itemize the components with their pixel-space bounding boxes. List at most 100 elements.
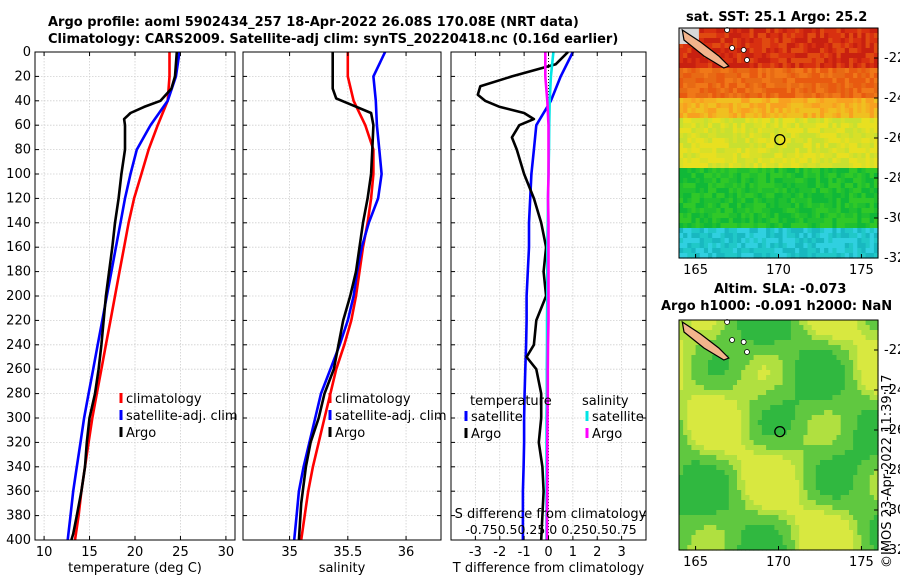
map-cell xyxy=(807,188,813,194)
map-cell xyxy=(857,380,862,386)
map-cell xyxy=(853,395,858,401)
map-cell xyxy=(757,143,763,149)
map-cell xyxy=(865,183,871,189)
map-cell xyxy=(795,228,800,234)
map-cell xyxy=(786,525,792,531)
map-cell xyxy=(724,123,730,129)
map-cell xyxy=(869,490,875,496)
map-cell xyxy=(815,355,821,361)
map-cell xyxy=(844,380,850,386)
map-cell xyxy=(820,183,825,189)
map-cell xyxy=(679,510,684,516)
map-cell xyxy=(699,133,705,139)
map-cell xyxy=(836,178,842,184)
map-cell xyxy=(795,188,800,194)
map-cell xyxy=(811,203,817,209)
map-cell xyxy=(753,415,759,421)
map-cell xyxy=(741,53,746,59)
map-cell xyxy=(724,330,730,336)
map-cell xyxy=(869,380,875,386)
map-cell xyxy=(712,455,717,461)
map-cell xyxy=(844,98,850,104)
map-cell xyxy=(832,340,838,346)
map-cell xyxy=(869,183,875,189)
map-cell xyxy=(815,380,821,386)
map-cell xyxy=(853,108,858,114)
map-cell xyxy=(869,520,875,526)
map-cell xyxy=(728,370,734,376)
map-cell xyxy=(782,375,788,381)
map-cell xyxy=(778,233,784,239)
map-cell xyxy=(832,530,838,536)
map-cell xyxy=(865,248,871,254)
map-cell xyxy=(853,375,858,381)
map-cell xyxy=(869,73,875,79)
map-cell xyxy=(865,540,871,546)
map-cell xyxy=(836,545,842,551)
map-cell xyxy=(778,148,784,154)
map-cell xyxy=(757,345,763,351)
map-cell xyxy=(761,365,767,371)
map-cell xyxy=(770,253,775,259)
map-cell xyxy=(774,183,780,189)
map-cell xyxy=(857,158,862,164)
map-cell xyxy=(840,345,846,351)
map-cell xyxy=(741,435,746,441)
map-cell xyxy=(869,133,875,139)
map-cell xyxy=(687,153,692,159)
map-cell xyxy=(811,485,817,491)
map-cell xyxy=(745,375,750,381)
map-cell xyxy=(753,470,759,476)
map-cell xyxy=(708,520,713,526)
map-cell xyxy=(865,375,871,381)
map-cell xyxy=(832,173,838,179)
map-cell xyxy=(849,108,854,114)
map-cell xyxy=(811,198,817,204)
map-cell xyxy=(749,475,755,481)
map-cell xyxy=(873,133,879,139)
map-cell xyxy=(832,425,838,431)
map-cell xyxy=(716,395,721,401)
map-cell xyxy=(820,480,825,486)
map-cell xyxy=(720,253,726,259)
map-cell xyxy=(703,238,709,244)
map-cell xyxy=(836,48,842,54)
map-cell xyxy=(807,198,813,204)
map-cell xyxy=(745,450,750,456)
map-cell xyxy=(716,118,721,124)
map-cell xyxy=(844,223,850,229)
map-cell xyxy=(708,510,713,516)
map-cell xyxy=(687,93,692,99)
map-cell xyxy=(790,540,796,546)
map-cell xyxy=(778,218,784,224)
map-cell xyxy=(811,228,817,234)
map-cell xyxy=(753,410,759,416)
map-cell xyxy=(683,510,688,516)
map-cell xyxy=(724,148,730,154)
map-cell xyxy=(757,360,763,366)
map-cell xyxy=(795,173,800,179)
map-cell xyxy=(679,450,684,456)
map-cell xyxy=(836,535,842,541)
map-cell xyxy=(832,465,838,471)
map-cell xyxy=(724,325,730,331)
map-cell xyxy=(828,435,833,441)
map-cell xyxy=(699,153,705,159)
map-cell xyxy=(778,400,784,406)
map-cell xyxy=(703,325,709,331)
map-cell xyxy=(749,178,755,184)
map-cell xyxy=(757,325,763,331)
map-cell xyxy=(770,113,775,119)
map-cell xyxy=(824,138,829,144)
map-cell xyxy=(778,320,784,326)
map-cell xyxy=(695,113,701,119)
map-cell xyxy=(778,28,784,34)
map-cell xyxy=(811,248,817,254)
map-cell xyxy=(857,148,862,154)
map-cell xyxy=(836,370,842,376)
map-cell xyxy=(799,545,804,551)
map-cell xyxy=(695,370,701,376)
map-cell xyxy=(840,218,846,224)
map-cell xyxy=(712,425,717,431)
map-cell xyxy=(844,355,850,361)
